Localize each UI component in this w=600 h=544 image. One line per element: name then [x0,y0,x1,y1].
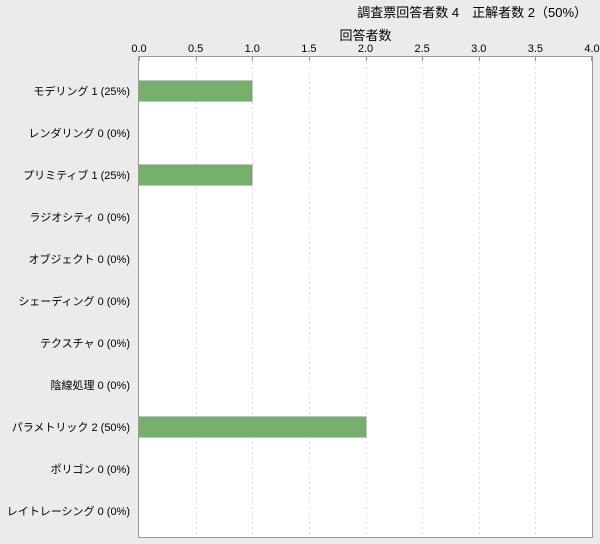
x-tick-mark [535,57,536,61]
gridline [479,57,480,537]
x-tick-label: 1.5 [301,43,317,55]
category-label: レンダリング 0 (0%) [28,128,130,140]
bar [139,80,253,102]
gridline [422,57,423,537]
x-tick-mark [366,57,367,61]
category-label: パラメトリック 2 (50%) [11,422,130,434]
x-tick-mark [309,57,310,61]
chart-title: 調査票回答者数 4 正解者数 2（50%） [357,5,587,20]
y-axis-category-labels: モデリング 1 (25%) レンダリング 0 (0%) プリミティブ 1 (25%)… [0,70,130,532]
category-row [139,112,592,154]
x-tick-label: 3.0 [471,43,487,55]
category-label: プリミティブ 1 (25%) [23,170,130,182]
x-tick-label: 3.5 [527,43,544,55]
x-tick-label: 4.0 [584,43,600,55]
x-tick-mark [139,57,140,61]
bar [139,164,253,186]
category-row [139,70,592,112]
gridline [366,57,367,537]
plot-area [138,56,593,538]
x-tick-label: 2.0 [357,43,374,55]
x-tick-label: 0.5 [187,43,204,55]
category-label: オブジェクト 0 (0%) [28,254,130,266]
x-tick-mark [196,57,197,61]
category-row [139,154,592,196]
gridline [196,57,197,537]
x-tick-label: 1.0 [244,43,260,55]
gridline [309,57,310,537]
category-row [139,406,592,448]
x-tick-label: 2.5 [414,43,430,55]
bar [139,416,367,438]
category-label: レイトレーシング 0 (0%) [6,506,130,518]
bar-rows [139,70,592,532]
category-label: テクスチャ 0 (0%) [39,338,130,350]
category-label: 陰線処理 0 (0%) [50,380,130,392]
category-row [139,364,592,406]
category-label: モデリング 1 (25%) [33,86,130,98]
category-row [139,322,592,364]
category-row [139,280,592,322]
category-label: ラジオシティ 0 (0%) [29,212,130,224]
category-label: ポリゴン 0 (0%) [50,464,130,476]
gridline [252,57,253,537]
category-row [139,196,592,238]
x-tick-mark [422,57,423,61]
x-tick-label: 0.0 [131,43,147,55]
x-tick-mark [252,57,253,61]
category-row [139,448,592,490]
category-label: シェーディング 0 (0%) [18,296,130,308]
gridline [535,57,536,537]
category-row [139,490,592,532]
x-axis-title: 回答者数 [339,28,392,43]
x-tick-mark [591,57,592,61]
category-row [139,238,592,280]
x-tick-mark [479,57,480,61]
